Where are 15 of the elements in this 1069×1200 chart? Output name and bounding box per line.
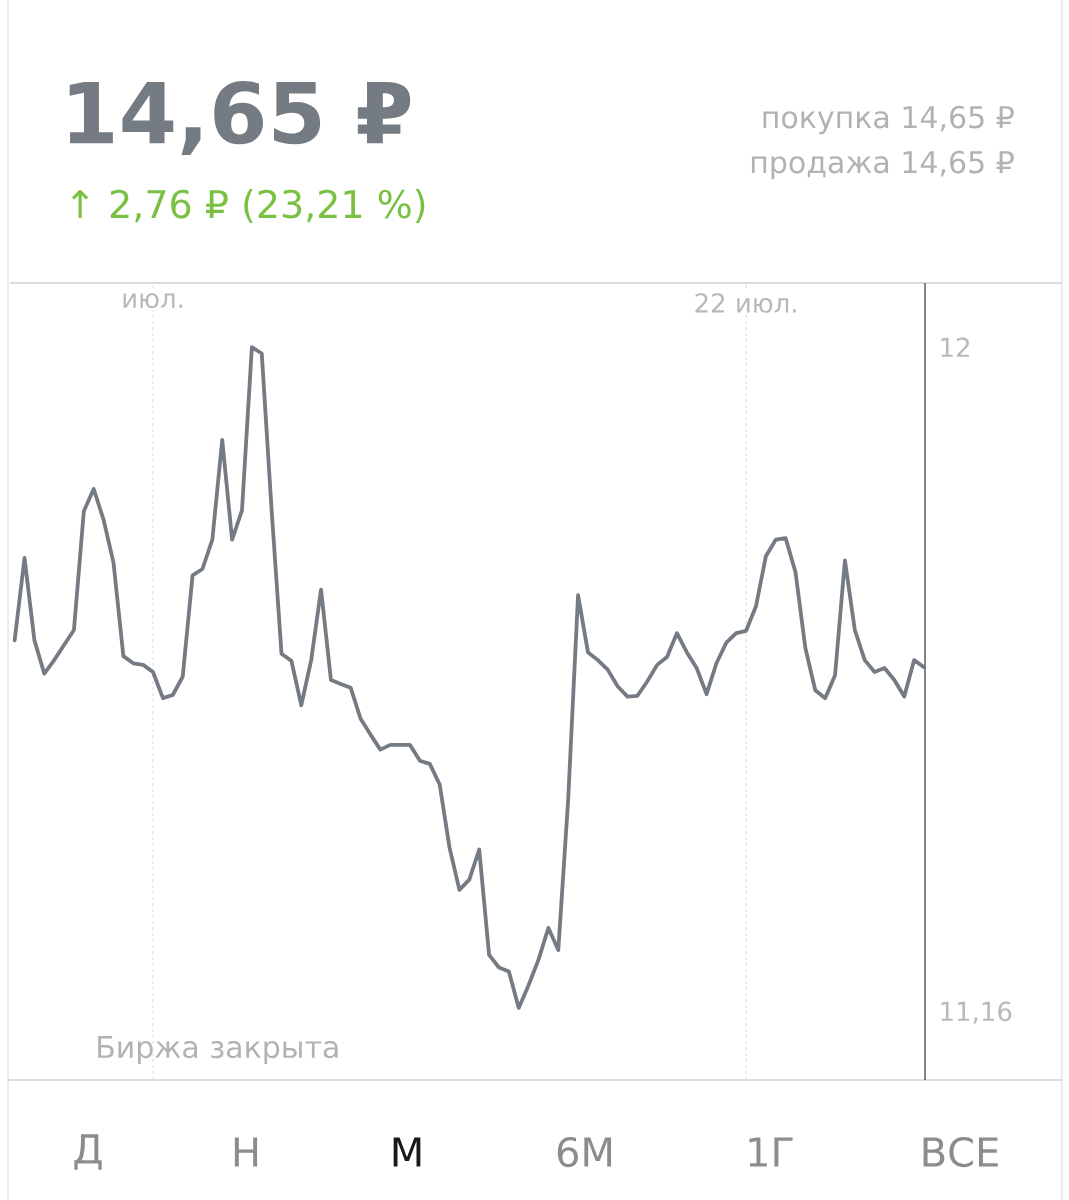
text: ВСЕ <box>923 1136 998 1168</box>
text: М <box>393 1137 421 1167</box>
x-tick-label: июл. <box>123 293 183 309</box>
chart-subtitle: ↑ 2,76 ₽ (23,21 %) <box>71 189 425 223</box>
text: 1Г <box>749 1137 793 1167</box>
y-tick-label: 12 <box>941 337 970 357</box>
y-tick-label: 11,16 <box>941 1001 1012 1024</box>
text: Н <box>234 1137 258 1167</box>
annotation: Биржа закрыта <box>98 1035 338 1065</box>
text: 6М <box>557 1136 612 1168</box>
chart-title: 14,65 ₽ <box>69 80 411 156</box>
x-tick-label: 22 июл. <box>695 293 796 313</box>
text: продажа 14,65 ₽ <box>751 150 1014 180</box>
text: Д <box>74 1134 102 1170</box>
text: покупка 14,65 ₽ <box>763 105 1014 135</box>
